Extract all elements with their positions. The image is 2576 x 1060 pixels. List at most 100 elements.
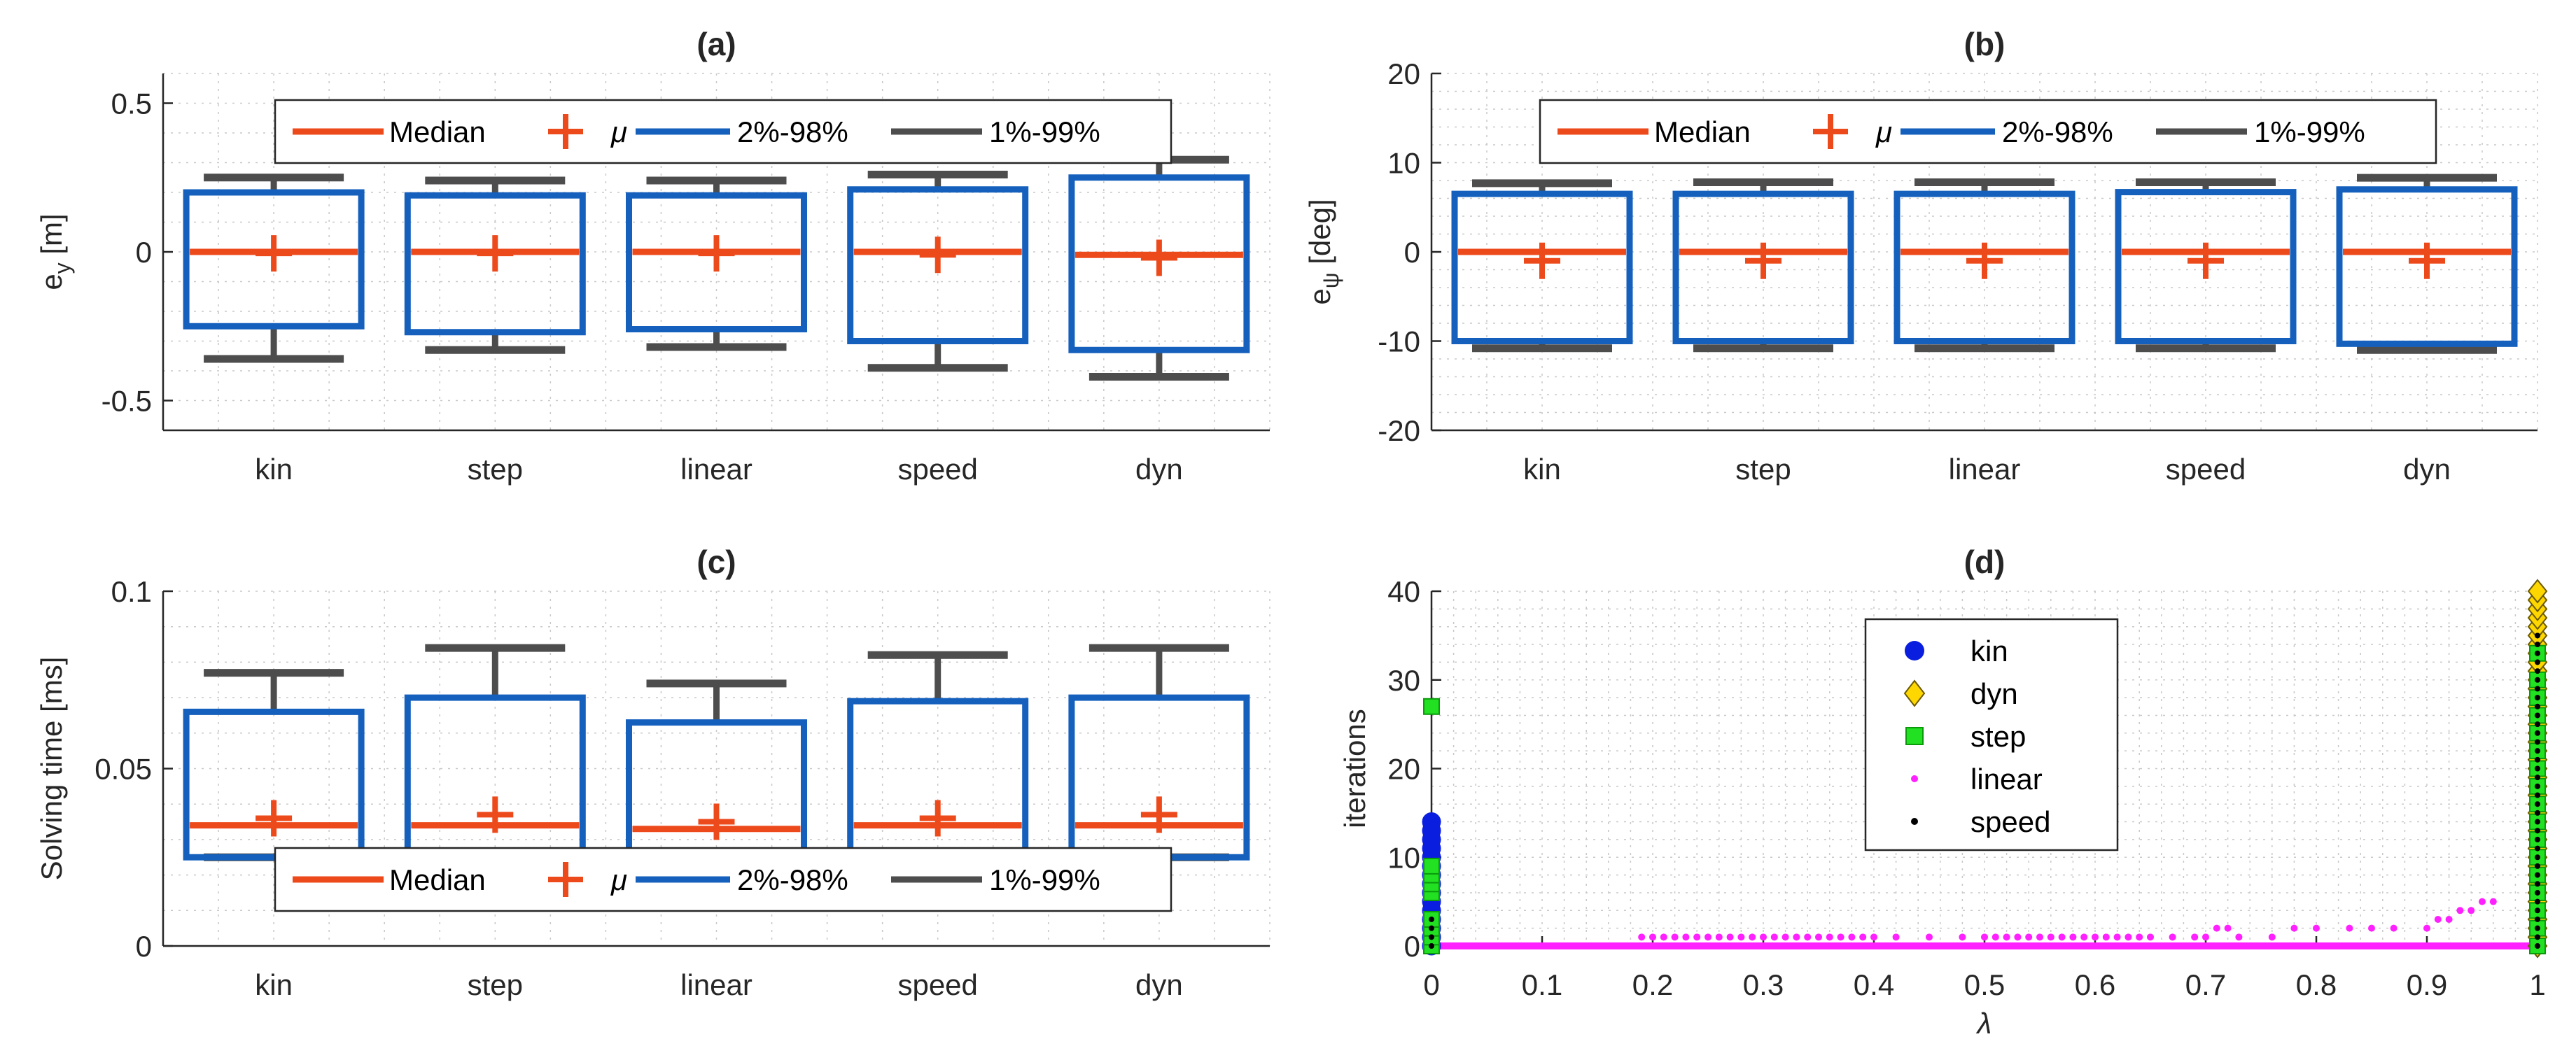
- box-kin: [183, 189, 365, 330]
- point-linear: [1892, 933, 1900, 941]
- legend: Median μ 2%-98% 1%-99%: [274, 847, 1172, 912]
- point-linear: [2268, 933, 2276, 941]
- point-speed: [2535, 819, 2540, 825]
- panel-b: -20 -10 0 10 20 (b) kin step linear speed dyn eψ [d…: [1303, 26, 2538, 486]
- legend-label-kin: kin: [1970, 635, 2008, 667]
- point-linear: [2479, 898, 2486, 905]
- mean-marker-dyn: [2409, 242, 2445, 279]
- point-linear: [1859, 933, 1867, 941]
- mean-marker-step: [477, 796, 514, 833]
- mean-marker-step: [1745, 242, 1782, 279]
- y-tick-label: 30: [1387, 664, 1420, 697]
- panel-title: (a): [696, 26, 736, 62]
- box-speed: [847, 186, 1029, 344]
- point-speed: [2535, 810, 2540, 816]
- y-tick-label: -0.5: [102, 385, 152, 418]
- point-speed: [2535, 907, 2540, 914]
- point-linear: [1682, 933, 1690, 941]
- legend-swatch-dyn: [1903, 679, 1926, 707]
- point-linear: [2434, 915, 2442, 923]
- point-linear: [1693, 933, 1701, 941]
- panel-title: (b): [1964, 26, 2005, 62]
- point-linear: [1737, 933, 1745, 941]
- legend-p1-99-label: 1%-99%: [989, 863, 1100, 896]
- point-speed: [2535, 756, 2540, 763]
- x-tick-label-speed: speed: [2166, 453, 2246, 486]
- point-speed: [2535, 783, 2540, 789]
- x-tick-label-speed: speed: [897, 453, 977, 486]
- y-tick-label: -10: [1378, 325, 1420, 358]
- point-linear: [2468, 907, 2475, 914]
- x-tick-label: 0.5: [1964, 968, 2005, 1001]
- point-linear: [2191, 933, 2199, 941]
- mean-marker-linear: [698, 803, 735, 840]
- x-tick-label: 0.1: [1522, 968, 1562, 1001]
- y-axis-label-main: e: [35, 274, 68, 290]
- point-linear: [2313, 924, 2320, 932]
- point-linear: [2136, 933, 2143, 941]
- mean-marker-kin: [1524, 242, 1560, 279]
- point-speed: [2535, 642, 2540, 648]
- mean-marker-step: [477, 235, 514, 272]
- point-speed: [2535, 650, 2540, 656]
- mean-marker-kin: [255, 800, 293, 837]
- y-tick-label: 10: [1387, 841, 1420, 874]
- mean-marker-dyn: [1140, 796, 1177, 833]
- x-tick-label-linear: linear: [1949, 453, 2021, 486]
- point-speed: [2535, 898, 2540, 905]
- point-linear: [2202, 933, 2209, 941]
- point-linear: [1782, 933, 1789, 941]
- point-linear: [1726, 933, 1734, 941]
- point-speed: [2535, 748, 2540, 754]
- panel-title: (c): [696, 544, 736, 580]
- point-linear: [1991, 933, 1999, 941]
- y-tick-label: -20: [1378, 414, 1420, 447]
- legend-mean-label: μ: [1875, 115, 1892, 148]
- x-tick-label-kin: kin: [255, 453, 293, 486]
- box-dyn: [1068, 174, 1250, 353]
- point-linear: [2025, 933, 2033, 941]
- x-tick-label: 0.2: [1632, 968, 1673, 1001]
- point-linear: [2003, 933, 2010, 941]
- point-linear: [1870, 933, 1877, 941]
- point-linear: [2069, 933, 2077, 941]
- box-kin: [183, 708, 365, 861]
- y-tick-label: 0: [136, 930, 152, 963]
- point-dyn: [2527, 579, 2548, 604]
- y-tick-label: 0: [1404, 930, 1420, 963]
- point-speed: [2535, 686, 2540, 692]
- point-kin: [1422, 812, 1441, 832]
- legend-mean-swatch: [1813, 114, 1848, 149]
- x-tick-label-kin: kin: [1523, 453, 1561, 486]
- point-speed: [2535, 730, 2540, 736]
- point-linear: [2445, 915, 2453, 923]
- point-linear: [1638, 933, 1646, 941]
- y-tick-label: 20: [1387, 753, 1420, 786]
- x-tick-label: 0.7: [2185, 968, 2226, 1001]
- y-tick-label: 0.05: [94, 753, 152, 786]
- point-speed: [2535, 712, 2540, 719]
- legend-p1-99-label: 1%-99%: [2254, 115, 2365, 148]
- legend: Median μ 2%-98% 1%-99%: [274, 99, 1172, 164]
- x-tick-label-step: step: [468, 453, 523, 486]
- mean-marker-linear: [698, 235, 735, 272]
- point-speed: [2535, 775, 2540, 781]
- y-tick-label: 0.1: [111, 575, 152, 608]
- point-speed: [2535, 703, 2540, 709]
- legend: Median μ 2%-98% 1%-99%: [1539, 99, 2437, 164]
- legend-label-dyn: dyn: [1970, 677, 2018, 710]
- point-step: [1423, 857, 1440, 875]
- legend-p2-98-label: 2%-98%: [737, 115, 848, 148]
- x-axis-label: λ: [1976, 1007, 1992, 1040]
- box-linear: [626, 192, 807, 332]
- x-tick-label: 0: [1423, 968, 1439, 1001]
- point-speed: [2535, 765, 2540, 772]
- point-speed: [2535, 633, 2540, 639]
- point-speed: [2535, 934, 2540, 940]
- legend-swatch-kin: [1905, 641, 1924, 660]
- point-speed: [2535, 845, 2540, 851]
- mean-marker-speed: [2188, 242, 2224, 279]
- legend-p2-98-label: 2%-98%: [2002, 115, 2113, 148]
- x-tick-label-step: step: [1735, 453, 1791, 486]
- point-linear: [1715, 933, 1723, 941]
